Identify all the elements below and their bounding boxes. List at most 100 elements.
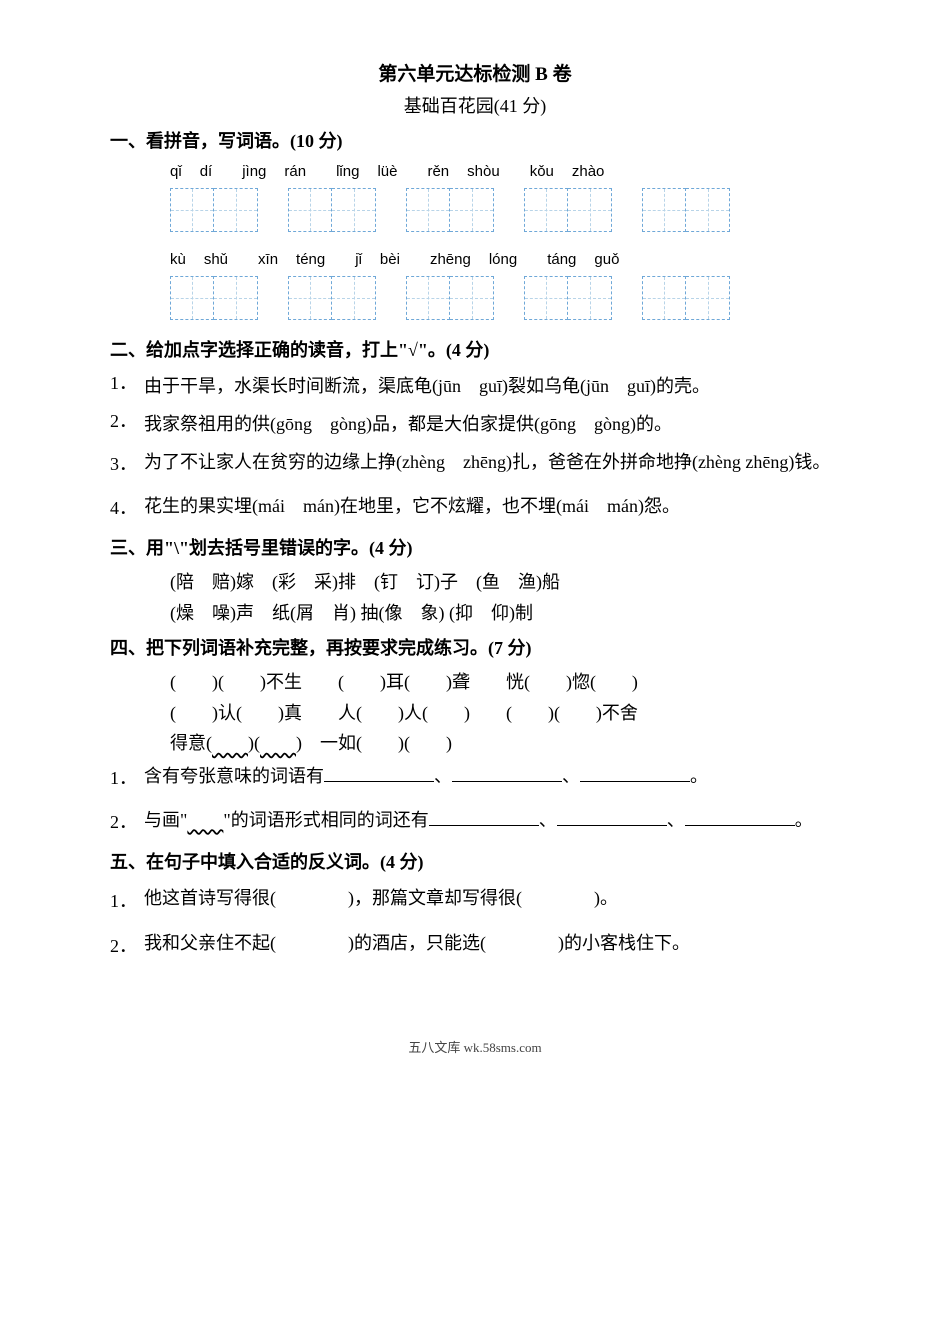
fill-blank [557,807,667,826]
item-number: 1． [110,759,144,799]
pinyin: zhēng [430,248,471,272]
question-item: 4． 花生的果实埋(mái mán)在地里，它不炫耀，也不埋(mái mán)怨… [110,489,840,529]
page-title: 第六单元达标检测 B 卷 [110,60,840,90]
text: 为了不让家人在贫穷的边缘上 [144,452,378,472]
text: 我家祭祖用的 [144,414,252,434]
pinyin: jǐ [355,248,362,272]
char-box [406,276,450,320]
pinyin-row-2: kùshǔ xīnténg jǐbèi zhēnglóng tángguǒ [170,248,840,272]
dotted-char: 龟 [414,376,432,396]
char-box [686,188,730,232]
box-row-2 [170,276,840,320]
pinyin: xīn [258,248,278,272]
question-item: 1． 含有夸张意味的词语有 、 、 。 [110,759,840,799]
box-row-1 [170,188,840,232]
pinyin: táng [547,248,576,272]
text: (jūn guī)裂如乌 [432,376,562,396]
pinyin: dí [200,160,213,184]
section4-content: ( )( )不生 ( )耳( )聋 恍( )惚( ) ( )认( )真 人( )… [170,667,840,759]
char-box [568,188,612,232]
pinyin: zhào [572,160,605,184]
dotted-char: 供 [252,414,270,434]
char-box [524,276,568,320]
section3-head: 三、用"\"划去括号里错误的字。(4 分) [110,534,840,563]
item-number: 2． [110,926,144,967]
text: (zhèng zhēng)扎，爸爸在外拼命地 [396,452,674,472]
text: 得意( [170,733,212,753]
char-box [332,188,376,232]
page-footer: 五八文库 wk.58sms.com [110,1038,840,1059]
char-box [406,188,450,232]
wavy-blank [212,733,248,753]
pinyin: lǐng [336,160,359,184]
wavy-blank [260,733,296,753]
text: )( [248,733,260,753]
char-box [288,276,332,320]
item-number: 1． [110,881,144,922]
question-item: 3． 为了不让家人在贫穷的边缘上挣(zhèng zhēng)扎，爸爸在外拼命地挣… [110,445,840,485]
text-line: 得意( )( ) 一如( )( ) [170,728,840,759]
text: (zhèng zhēng)钱。 [692,452,830,472]
char-box [214,188,258,232]
separator: 、 [434,766,452,786]
dotted-char: 埋 [538,496,556,516]
separator: 、 [539,810,557,830]
question-item: 1． 由于干旱，水渠长时间断流，渠底龟(jūn guī)裂如乌龟(jūn guī… [110,369,840,403]
fill-blank [324,763,434,782]
char-box [214,276,258,320]
section3-content: (陪 赔)嫁 (彩 采)排 (钉 订)子 (鱼 渔)船 (燥 噪)声 纸(屑 肖… [170,567,840,628]
fill-blank [429,807,539,826]
char-box [170,276,214,320]
text: (gōng gòng)品，都是大伯家提 [270,414,516,434]
text: 我和父亲住不起( )的酒店，只能选( )的小客栈住下。 [144,926,840,967]
fill-blank [580,763,690,782]
page-subtitle: 基础百花园(41 分) [110,92,840,121]
question-item: 1． 他这首诗写得很( )，那篇文章却写得很( )。 [110,881,840,922]
pinyin: guǒ [594,248,619,272]
text: ) 一如( )( ) [296,733,452,753]
text: 花生的果实 [144,496,234,516]
text: 含有夸张意味的词语有 [144,766,324,786]
section1-head: 一、看拼音，写词语。(10 分) [110,127,840,156]
item-number: 2． [110,803,144,843]
section5-head: 五、在句子中填入合适的反义词。(4 分) [110,848,840,877]
char-box [686,276,730,320]
item-number: 1． [110,369,144,403]
pinyin: shǔ [204,248,228,272]
dotted-char: 供 [516,414,534,434]
pinyin-row-1: qǐdí jìngrán lǐnglüè rěnshòu kǒuzhào [170,160,840,184]
text-line: (燥 噪)声 纸(屑 肖) 抽(像 象) (抑 仰)制 [170,598,840,629]
item-number: 3． [110,445,144,485]
pinyin: shòu [467,160,500,184]
char-box [568,276,612,320]
pinyin: téng [296,248,325,272]
pinyin: rěn [427,160,449,184]
text: 由于干旱，水渠长时间断流，渠底 [144,376,414,396]
text: 他这首诗写得很( )，那篇文章却写得很( )。 [144,881,840,922]
period: 。 [690,766,708,786]
text-line: ( )( )不生 ( )耳( )聋 恍( )惚( ) [170,667,840,698]
pinyin: kǒu [530,160,554,184]
text: (mái mán)怨。 [556,496,680,516]
separator: 、 [562,766,580,786]
text: (mái mán)在地里，它不炫耀，也不 [252,496,538,516]
question-item: 2． 与画" "的词语形式相同的词还有、、。 [110,803,840,843]
text: "的词语形式相同的词还有 [223,810,428,830]
section4-head: 四、把下列词语补充完整，再按要求完成练习。(7 分) [110,634,840,663]
pinyin: lüè [377,160,397,184]
text-line: ( )认( )真 人( )人( ) ( )( )不舍 [170,698,840,729]
dotted-char: 埋 [234,496,252,516]
pinyin: rán [284,160,306,184]
fill-blank [452,763,562,782]
item-number: 4． [110,489,144,529]
separator: 、 [667,810,685,830]
question-item: 2． 我和父亲住不起( )的酒店，只能选( )的小客栈住下。 [110,926,840,967]
char-box [332,276,376,320]
char-box [642,276,686,320]
char-box [642,188,686,232]
text: (jūn guī)的壳。 [580,376,710,396]
dotted-char: 龟 [562,376,580,396]
char-box [524,188,568,232]
text: (gōng gòng)的。 [534,414,672,434]
pinyin: lóng [489,248,517,272]
